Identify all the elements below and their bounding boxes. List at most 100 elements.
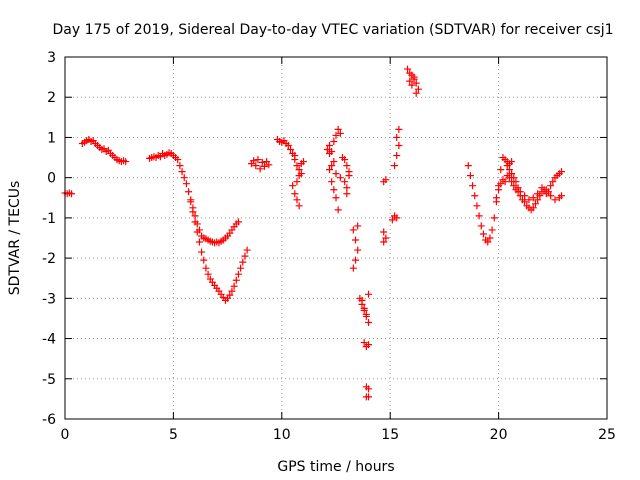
series-s7 (323, 125, 347, 214)
x-tick-label: 5 (169, 427, 178, 443)
data-point (330, 186, 338, 194)
series-s17 (503, 162, 565, 204)
data-point (349, 226, 357, 234)
data-point (388, 216, 396, 224)
data-point (295, 166, 303, 174)
data-point (510, 174, 518, 182)
data-point (202, 264, 210, 272)
data-point (232, 276, 240, 284)
y-tick-label: 3 (47, 50, 56, 66)
data-point (516, 188, 524, 196)
data-point (332, 170, 340, 178)
data-point (293, 178, 301, 186)
data-point (471, 192, 479, 200)
data-point (187, 198, 195, 206)
data-point (286, 146, 294, 154)
data-point (256, 165, 264, 173)
x-tick-label: 25 (598, 427, 616, 443)
data-point (336, 174, 344, 182)
data-point (334, 125, 342, 133)
y-axis-label: SDTVAR / TECUs (7, 181, 23, 296)
series-s16 (492, 168, 565, 214)
data-point (332, 194, 340, 202)
data-point (332, 131, 340, 139)
series-s9 (349, 222, 362, 272)
data-point (178, 168, 186, 176)
data-point (293, 162, 301, 170)
data-point (501, 178, 509, 186)
data-point (343, 190, 351, 198)
data-point (503, 162, 511, 170)
data-point (490, 214, 498, 222)
data-point (254, 156, 262, 164)
data-point (393, 214, 401, 222)
data-point (341, 156, 349, 164)
data-point (68, 190, 76, 198)
data-point (195, 238, 203, 246)
data-point (408, 81, 416, 89)
data-point (512, 178, 520, 186)
data-point (200, 256, 208, 264)
data-point (230, 282, 238, 290)
data-point (393, 133, 401, 141)
data-point (365, 385, 373, 393)
data-point (529, 194, 537, 202)
data-point (488, 226, 496, 234)
data-point (299, 158, 307, 166)
data-point (360, 339, 368, 347)
data-point (508, 158, 516, 166)
data-point (514, 184, 522, 192)
data-point (241, 252, 249, 260)
data-point (542, 186, 550, 194)
x-tick-label: 0 (61, 427, 70, 443)
data-point (549, 178, 557, 186)
data-point (404, 65, 412, 73)
data-point (250, 157, 258, 165)
data-point (226, 291, 234, 299)
data-point (497, 180, 505, 188)
y-tick-label: 1 (47, 130, 56, 146)
data-point (410, 73, 418, 81)
series-s1 (61, 189, 76, 198)
data-point (380, 238, 388, 246)
data-point (360, 304, 368, 312)
x-tick-label: 10 (273, 427, 291, 443)
data-point (477, 222, 485, 230)
data-point (529, 204, 537, 212)
data-point (328, 178, 336, 186)
data-point (352, 256, 360, 264)
data-point (345, 172, 353, 180)
data-point (380, 228, 388, 236)
data-point (484, 238, 492, 246)
data-point (551, 196, 559, 204)
data-point (284, 141, 292, 149)
data-point (412, 79, 420, 87)
data-point (486, 234, 494, 242)
y-tick-label: -2 (42, 251, 56, 267)
y-tick-label: 0 (47, 171, 56, 187)
series-s13 (388, 125, 403, 224)
data-point (479, 230, 487, 238)
data-point (362, 310, 370, 318)
data-point (330, 137, 338, 145)
y-tick-label: -5 (42, 372, 56, 388)
data-point (510, 182, 518, 190)
data-point (234, 270, 242, 278)
data-point (382, 176, 390, 184)
data-point (323, 146, 331, 154)
data-point (341, 178, 349, 186)
y-tick-label: -6 (42, 412, 56, 428)
series-s10 (356, 290, 373, 351)
series-s4 (187, 198, 251, 304)
data-point (382, 234, 390, 242)
data-point (349, 264, 357, 272)
data-point (258, 158, 266, 166)
data-point (557, 192, 565, 200)
data-point (393, 152, 401, 160)
data-point (191, 212, 199, 220)
data-point (557, 168, 565, 176)
data-point (525, 196, 533, 204)
data-point (469, 182, 477, 190)
data-point (412, 89, 420, 97)
